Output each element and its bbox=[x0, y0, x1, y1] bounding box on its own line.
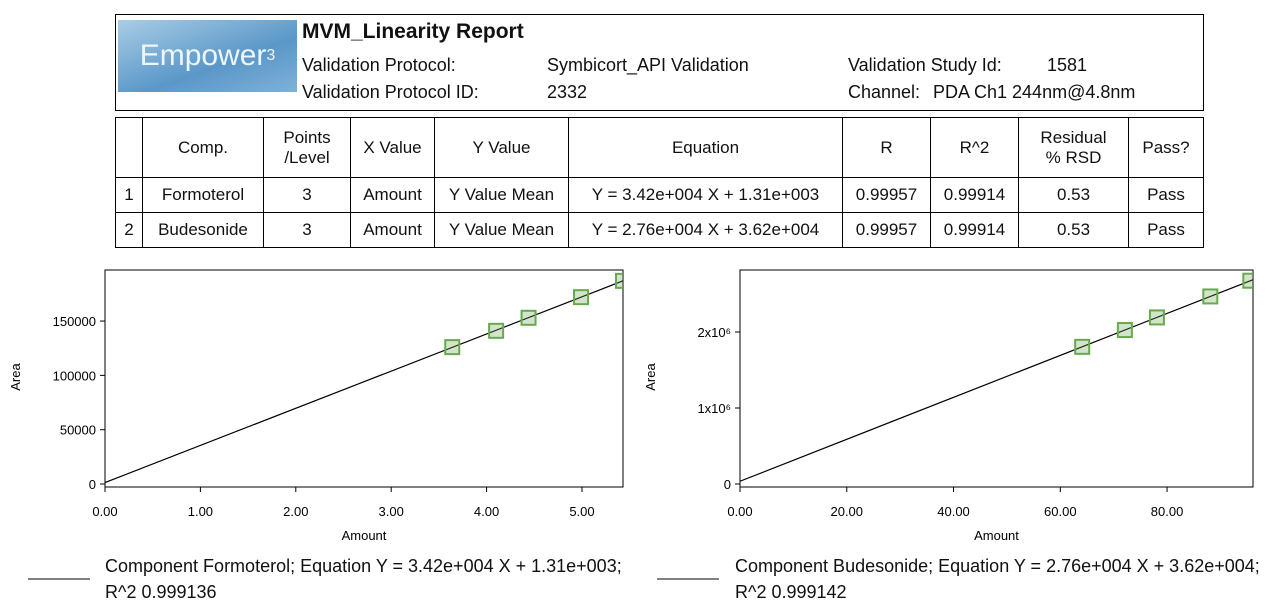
table-cell: 3 bbox=[263, 212, 351, 248]
header-cell: Equation bbox=[568, 117, 843, 178]
logo-mark: 3 bbox=[266, 47, 276, 64]
plot-area bbox=[740, 272, 1253, 482]
y-tick-label: 0 bbox=[724, 477, 731, 492]
table-cell: 0.53 bbox=[1018, 212, 1129, 248]
header-cell: Pass? bbox=[1128, 117, 1204, 178]
plot-area bbox=[105, 272, 623, 484]
header-cell: Comp. bbox=[142, 117, 264, 178]
chart-caption: Component Budesonide; Equation Y = 2.76e… bbox=[735, 556, 1260, 602]
data-point bbox=[444, 339, 461, 356]
x-tick-label: 60.00 bbox=[1044, 504, 1077, 519]
fit-line bbox=[105, 280, 623, 484]
data-point bbox=[1202, 288, 1219, 305]
x-tick-label: 20.00 bbox=[830, 504, 863, 519]
y-tick-label: 1x10⁶ bbox=[697, 401, 731, 416]
y-tick-label: 0 bbox=[89, 477, 96, 492]
x-axis-label: Amount bbox=[342, 528, 387, 543]
data-point bbox=[1148, 309, 1165, 326]
plot-frame bbox=[739, 269, 1254, 488]
table-cell: Pass bbox=[1128, 177, 1204, 213]
data-point bbox=[488, 322, 505, 339]
field-value: Symbicort_API Validation bbox=[547, 55, 749, 75]
x-tick-label: 2.00 bbox=[283, 504, 308, 519]
table-cell: 2 bbox=[115, 212, 143, 248]
field-label: Validation Protocol: bbox=[302, 55, 456, 75]
x-tick-label: 1.00 bbox=[188, 504, 213, 519]
results-table: Comp. Points /Level X Value Y Value Equation… bbox=[115, 117, 1204, 248]
x-tick-label: 4.00 bbox=[474, 504, 499, 519]
table-cell: Y = 3.42e+004 X + 1.31e+003 bbox=[568, 177, 843, 213]
table-cell: Pass bbox=[1128, 212, 1204, 248]
header-cell: Y Value bbox=[434, 117, 569, 178]
table-cell: Y = 2.76e+004 X + 3.62e+004 bbox=[568, 212, 843, 248]
x-tick-label: 5.00 bbox=[569, 504, 594, 519]
data-point bbox=[1074, 338, 1091, 355]
logo-text: Empower bbox=[139, 39, 267, 72]
y-axis-label: Area bbox=[643, 363, 658, 391]
table-cell: 0.99914 bbox=[930, 212, 1019, 248]
field-value: 2332 bbox=[547, 82, 588, 102]
y-tick-label: 2x10⁶ bbox=[697, 325, 731, 340]
header-cell: R^2 bbox=[930, 117, 1019, 178]
x-tick-label: 40.00 bbox=[937, 504, 970, 519]
data-point bbox=[573, 289, 590, 306]
field-label: Validation Protocol ID: bbox=[302, 82, 479, 102]
x-axis-label: Amount bbox=[974, 528, 1019, 543]
x-tick-label: 0.00 bbox=[92, 504, 117, 519]
field-label: Validation Study Id: bbox=[848, 55, 1002, 75]
data-point bbox=[520, 309, 537, 326]
table-cell: 0.99957 bbox=[842, 177, 931, 213]
table-row: 2 Budesonide 3 Amount Y Value Mean Y = 2.76e+… bbox=[115, 212, 1204, 248]
field-value: PDA Ch1 244nm@4.8nm bbox=[933, 82, 1136, 102]
table-cell: 0.99957 bbox=[842, 212, 931, 248]
header-cell: X Value bbox=[350, 117, 435, 178]
y-tick-label: 50000 bbox=[60, 423, 96, 438]
logo: Empower 3 bbox=[118, 20, 297, 92]
y-tick-label: 150000 bbox=[53, 314, 96, 329]
table-cell: Amount bbox=[350, 212, 435, 248]
x-tick-label: 80.00 bbox=[1151, 504, 1184, 519]
fit-line bbox=[740, 279, 1253, 482]
field-label: Channel: bbox=[848, 82, 921, 102]
header-box bbox=[115, 14, 1204, 111]
table-cell: Budesonide bbox=[142, 212, 264, 248]
x-tick-label: 0.00 bbox=[727, 504, 752, 519]
report-title: MVM_Linearity Report bbox=[302, 20, 524, 43]
header-cell: Residual % RSD bbox=[1018, 117, 1129, 178]
x-tick-label: 3.00 bbox=[379, 504, 404, 519]
chart-caption: Component Formoterol; Equation Y = 3.42e… bbox=[105, 556, 622, 602]
header-cell: Points /Level bbox=[263, 117, 351, 178]
header-row: Comp. Points /Level X Value Y Value Equation… bbox=[115, 117, 1204, 178]
data-point bbox=[1242, 272, 1253, 289]
plot-frame bbox=[104, 269, 624, 488]
y-axis-label: Area bbox=[8, 363, 23, 391]
field-value: 1581 bbox=[1047, 55, 1088, 75]
y-tick-label: 100000 bbox=[53, 368, 96, 383]
data-point bbox=[615, 272, 623, 289]
data-point bbox=[1116, 322, 1133, 339]
